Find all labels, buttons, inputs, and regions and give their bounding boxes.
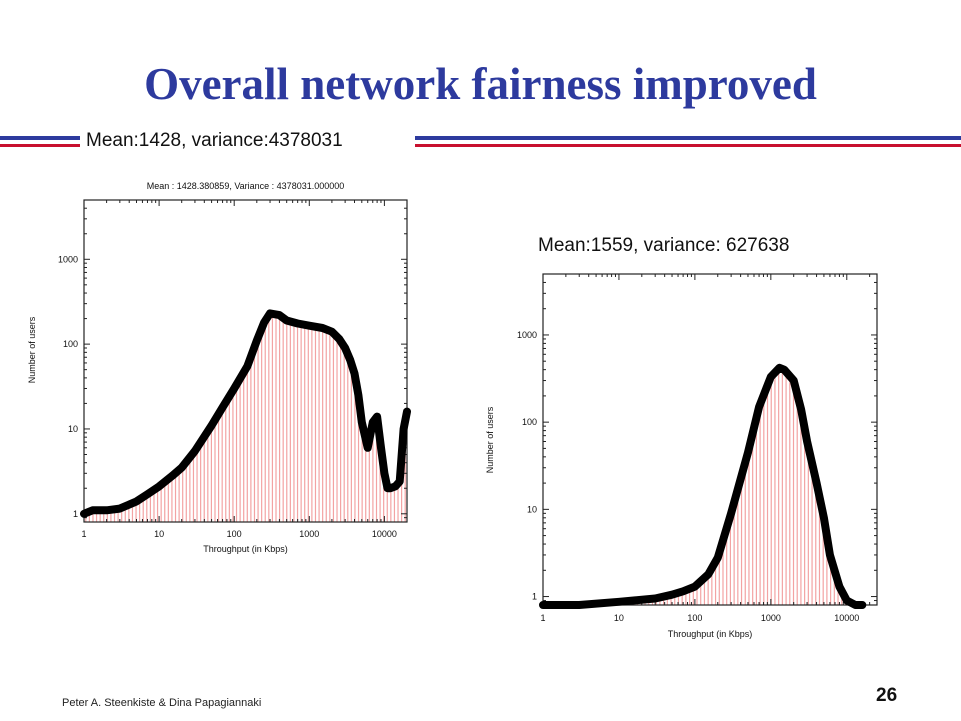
chart-title: Mean : 1428.380859, Variance : 4378031.0… bbox=[147, 181, 345, 191]
x-tick-label: 1000 bbox=[761, 613, 781, 623]
histogram-bars bbox=[85, 313, 406, 522]
y-axis-label: Number of users bbox=[485, 406, 495, 473]
chart-1: 1 10 100 1000 10000 1 10 100 1000 Throughput (in … bbox=[27, 181, 411, 554]
x-tick-label: 100 bbox=[687, 613, 702, 623]
chart-2: 1 10 100 1000 10000 1 10 100 1000 Throughput (in … bbox=[485, 273, 878, 639]
rule-right-blue bbox=[415, 136, 961, 140]
y-tick-label: 1 bbox=[532, 592, 537, 602]
x-tick-label: 1000 bbox=[299, 529, 319, 539]
x-tick-label: 10000 bbox=[372, 529, 397, 539]
x-tick-label: 10000 bbox=[834, 613, 859, 623]
series-curve bbox=[80, 309, 411, 518]
x-axis-label: Throughput (in Kbps) bbox=[203, 544, 288, 554]
slide-title: Overall network fairness improved bbox=[144, 59, 817, 109]
x-tick-label: 1 bbox=[540, 613, 545, 623]
rule-right-red bbox=[415, 144, 961, 147]
y-axis-label: Number of users bbox=[27, 316, 37, 383]
histogram-bars bbox=[581, 368, 854, 605]
y-tick-label: 100 bbox=[522, 417, 537, 427]
y-tick-label: 1000 bbox=[517, 330, 537, 340]
y-tick-label: 10 bbox=[527, 504, 537, 514]
plot-frame bbox=[542, 273, 878, 606]
x-tick-label: 1 bbox=[81, 529, 86, 539]
footer-authors: Peter A. Steenkiste & Dina Papagiannaki bbox=[62, 697, 262, 709]
subtitle-right-stats: Mean:1559, variance: 627638 bbox=[538, 235, 790, 256]
subtitle-left-stats: Mean:1428, variance:4378031 bbox=[84, 130, 345, 152]
plot-frame bbox=[83, 199, 408, 523]
x-tick-label: 100 bbox=[227, 529, 242, 539]
y-tick-label: 1 bbox=[73, 509, 78, 519]
series-curve bbox=[539, 363, 867, 609]
rule-left-red bbox=[0, 144, 80, 147]
y-tick-label: 10 bbox=[68, 424, 78, 434]
x-tick-label: 10 bbox=[154, 529, 164, 539]
axis-ticks bbox=[83, 199, 408, 523]
y-tick-label: 100 bbox=[63, 339, 78, 349]
rule-left-blue bbox=[0, 136, 80, 140]
x-tick-label: 10 bbox=[614, 613, 624, 623]
x-axis-label: Throughput (in Kbps) bbox=[668, 629, 753, 639]
page-number: 26 bbox=[876, 685, 898, 706]
y-tick-label: 1000 bbox=[58, 254, 78, 264]
